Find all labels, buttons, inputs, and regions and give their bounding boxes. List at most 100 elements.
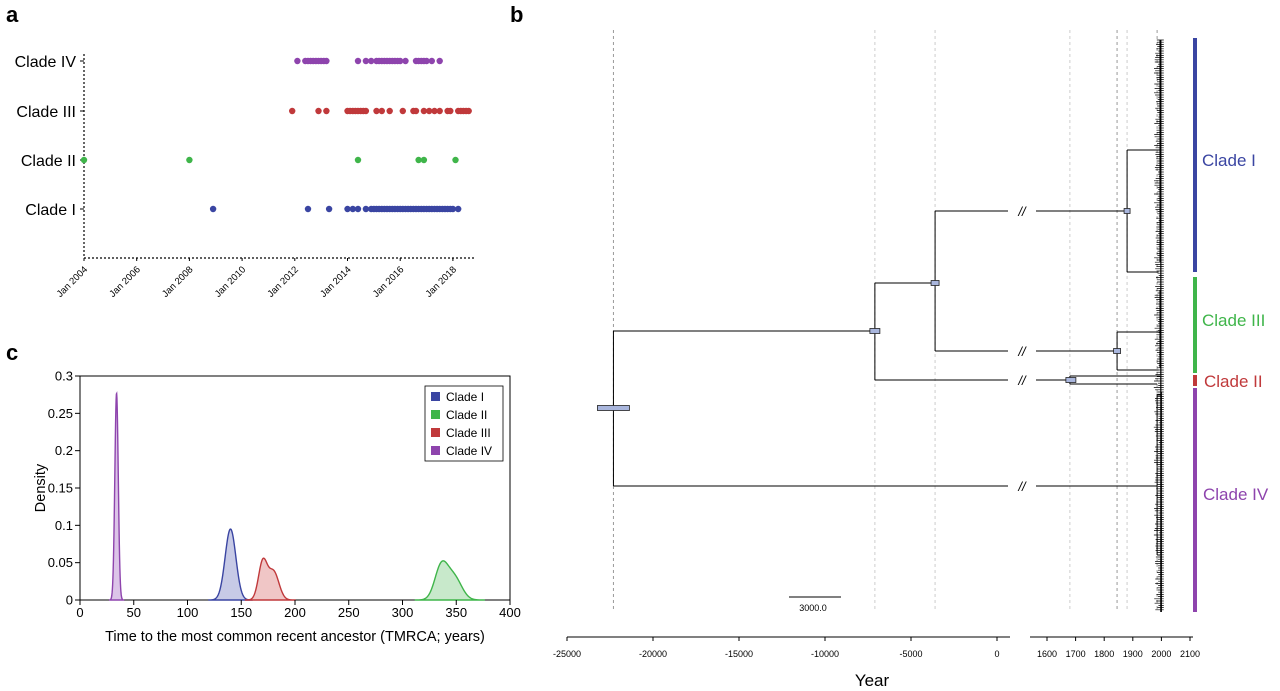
a-data-point [354, 205, 362, 213]
b-scale-bar-label: 3000.0 [799, 603, 827, 613]
c-density-curve [208, 528, 253, 601]
b-node-bar [1113, 348, 1121, 354]
a-x-tick-label: Jan 2010 [213, 264, 248, 299]
c-y-tick-label: 0.25 [48, 406, 73, 421]
a-x-tick-label: Jan 2012 [265, 264, 300, 299]
a-data-point [423, 57, 430, 65]
b-clade-bar [1193, 375, 1197, 386]
c-density-curve [108, 391, 125, 601]
a-x-tick-label: Jan 2016 [371, 264, 406, 299]
c-legend-swatch [431, 446, 440, 455]
a-data-point [373, 107, 380, 115]
a-data-point [420, 156, 428, 164]
c-x-tick-label: 350 [445, 605, 467, 620]
b-node-bar [1065, 377, 1077, 383]
a-data-point [452, 156, 459, 164]
a-x-tick-label: Jan 2004 [55, 264, 90, 299]
c-legend-label: Clade I [446, 390, 484, 404]
c-x-tick-label: 0 [76, 605, 83, 620]
a-data-point [362, 205, 370, 213]
b-left-axis-tick-label: -20000 [639, 649, 667, 659]
b-left-axis-tick-label: 0 [994, 649, 999, 659]
c-legend-label: Clade IV [446, 444, 492, 458]
b-tip-lines [1153, 39, 1164, 611]
c-legend-swatch [431, 428, 440, 437]
a-data-point [386, 107, 393, 115]
c-legend-swatch [431, 392, 440, 401]
a-data-point [354, 156, 362, 164]
b-axis-break-mark: // [1017, 373, 1027, 388]
a-data-point [186, 156, 193, 164]
a-data-point [420, 107, 428, 115]
a-data-point [436, 57, 443, 65]
a-data-point [447, 107, 454, 115]
b-right-axis-tick-label: 1700 [1066, 649, 1086, 659]
a-data-point [294, 57, 301, 65]
a-category-label: Clade III [16, 104, 76, 121]
c-x-axis-label: Time to the most common recent ancestor … [105, 629, 485, 645]
b-axis-break-mark: // [1017, 204, 1027, 219]
a-data-point [428, 57, 435, 65]
panel-b-letter: b [510, 2, 523, 27]
c-y-tick-label: 0 [66, 593, 73, 608]
b-x-axis-label: Year [855, 671, 890, 690]
b-left-axis-tick-label: -10000 [811, 649, 839, 659]
a-data-point [304, 205, 312, 213]
a-category-label: Clade I [25, 202, 76, 219]
c-x-tick-label: 50 [127, 605, 141, 620]
b-clade-bar [1193, 38, 1197, 272]
a-data-point [209, 205, 217, 213]
b-right-axis-tick-label: 1600 [1037, 649, 1057, 659]
c-x-tick-label: 250 [338, 605, 360, 620]
b-clade-label: Clade IV [1203, 485, 1269, 504]
b-right-axis-tick-label: 1900 [1123, 649, 1143, 659]
panel-c-density: 0 50 100 150 200 250 300 350 400 0 0.05 0.1 0.15 0.2 0… [33, 369, 521, 646]
b-clade-bar [1193, 388, 1197, 612]
a-category-label: Clade IV [15, 54, 77, 71]
a-data-point [436, 107, 443, 115]
a-data-point [465, 107, 472, 115]
b-node-bar [1123, 208, 1131, 214]
b-left-axis-tick-label: -25000 [553, 649, 581, 659]
c-legend-label: Clade III [446, 426, 491, 440]
b-node-bar [930, 280, 940, 286]
c-x-tick-label: 200 [284, 605, 306, 620]
c-y-tick-label: 0.1 [55, 518, 73, 533]
a-data-point [362, 57, 370, 65]
c-y-axis-label: Density [33, 463, 49, 512]
a-data-point [426, 107, 433, 115]
a-data-point [289, 107, 296, 115]
b-clade-label: Clade I [1202, 151, 1256, 170]
a-data-point [397, 57, 404, 65]
c-y-tick-label: 0.2 [55, 443, 73, 458]
a-data-point [402, 57, 409, 65]
panel-a-scatter: Clade I Clade II Clade III Clade IV Jan 2004… [15, 54, 476, 300]
a-data-point [323, 57, 330, 65]
a-data-point [349, 205, 356, 213]
b-clade-label: Clade III [1202, 311, 1265, 330]
panel-c-letter: c [6, 340, 18, 365]
c-density-curve [244, 557, 296, 601]
a-data-point [323, 107, 330, 115]
c-y-tick-label: 0.05 [48, 555, 73, 570]
a-data-point [415, 156, 422, 164]
a-x-tick-label: Jan 2014 [318, 264, 353, 299]
c-y-tick-label: 0.15 [48, 481, 73, 496]
c-y-tick-label: 0.3 [55, 369, 73, 384]
b-axis-break-mark: // [1017, 344, 1027, 359]
c-x-tick-label: 400 [499, 605, 521, 620]
a-x-tick-label: Jan 2006 [107, 264, 142, 299]
a-data-point [455, 205, 462, 213]
a-data-point [362, 107, 370, 115]
a-data-point [378, 107, 385, 115]
c-legend-swatch [431, 410, 440, 419]
panel-b-tree: -25000 -20000 -15000 -10000 -5000 0 1600 1700 18… [553, 30, 1269, 690]
a-data-point [368, 57, 375, 65]
a-x-tick-label: Jan 2018 [424, 264, 459, 299]
a-data-point [315, 107, 322, 115]
b-left-axis-tick-label: -15000 [725, 649, 753, 659]
a-data-point [80, 156, 88, 164]
b-right-axis-tick-label: 2000 [1151, 649, 1171, 659]
c-x-tick-label: 300 [392, 605, 414, 620]
